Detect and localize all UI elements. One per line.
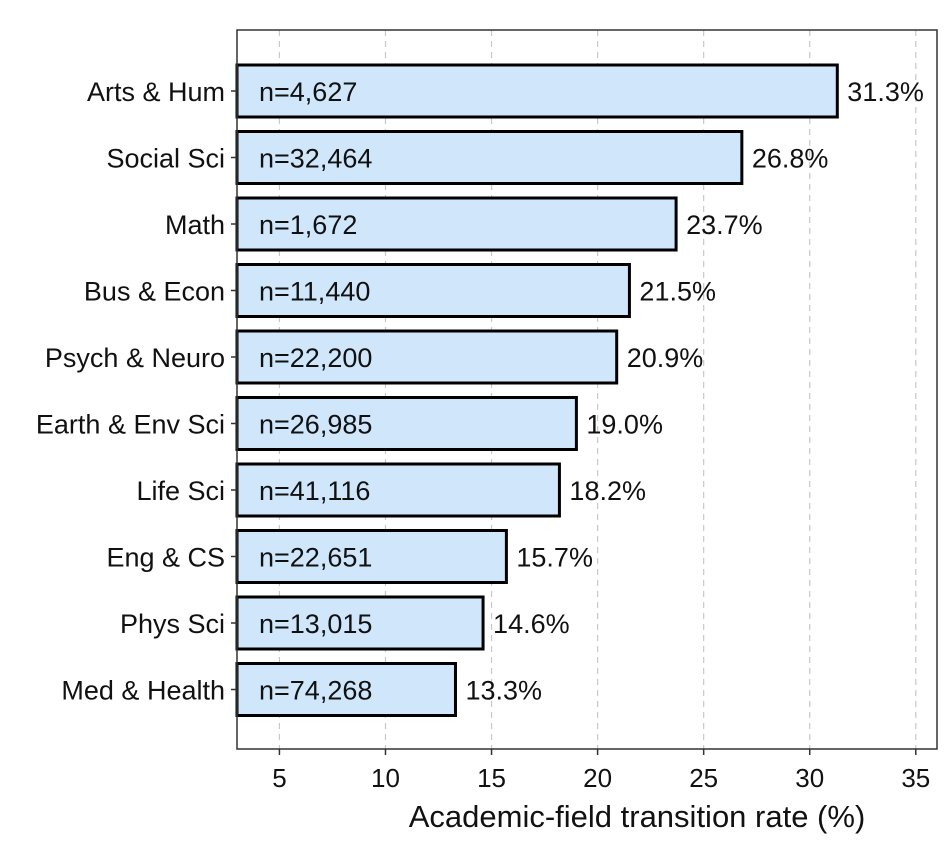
category-label: Bus & Econ: [84, 277, 225, 307]
x-tick-label: 10: [371, 763, 400, 793]
count-label: n=13,015: [259, 609, 372, 639]
value-label: 13.3%: [465, 676, 542, 706]
count-label: n=41,116: [259, 476, 370, 506]
category-label: Med & Health: [61, 676, 225, 706]
category-label: Phys Sci: [120, 609, 225, 639]
count-label: n=4,627: [259, 77, 357, 107]
count-label: n=22,651: [259, 543, 372, 573]
bar: [235, 396, 578, 451]
bar: [235, 462, 561, 518]
x-tick-label: 20: [583, 763, 612, 793]
category-label: Social Sci: [106, 144, 225, 174]
bar: [235, 196, 678, 252]
value-label: 19.0%: [586, 410, 663, 440]
category-label: Life Sci: [136, 476, 225, 506]
category-label: Earth & Env Sci: [36, 410, 225, 440]
value-label: 23.7%: [686, 210, 763, 240]
bar: [235, 529, 508, 584]
category-label: Psych & Neuro: [45, 343, 225, 373]
value-label: 21.5%: [639, 277, 716, 307]
count-label: n=32,464: [259, 144, 372, 174]
x-tick-label: 30: [795, 763, 824, 793]
count-label: n=1,672: [259, 210, 357, 240]
value-label: 15.7%: [516, 543, 593, 573]
bar: [235, 595, 485, 651]
value-label: 14.6%: [493, 609, 570, 639]
x-tick-label: 35: [901, 763, 930, 793]
bar: [235, 263, 631, 318]
plot-frame: [236, 29, 938, 750]
x-tick-label: 15: [477, 763, 506, 793]
x-axis-title: Academic-field transition rate (%): [409, 799, 866, 834]
value-label: 20.9%: [627, 343, 704, 373]
count-label: n=22,200: [259, 343, 372, 373]
category-label: Math: [165, 210, 225, 240]
value-label: 26.8%: [752, 144, 829, 174]
count-label: n=26,985: [259, 410, 372, 440]
x-tick-label: 25: [689, 763, 718, 793]
bar-labels: Arts & Hum n=4,627 31.3% Social Sci n=32,464…: [36, 77, 924, 706]
category-label: Arts & Hum: [87, 77, 225, 107]
count-label: n=11,440: [259, 277, 370, 307]
category-label: Eng & CS: [106, 543, 225, 573]
value-label: 18.2%: [569, 476, 646, 506]
value-label: 31.3%: [847, 77, 924, 107]
axes: 5 10 15 20 25 30 35: [231, 29, 938, 793]
count-label: n=74,268: [259, 676, 372, 706]
x-tick-label: 5: [272, 763, 286, 793]
